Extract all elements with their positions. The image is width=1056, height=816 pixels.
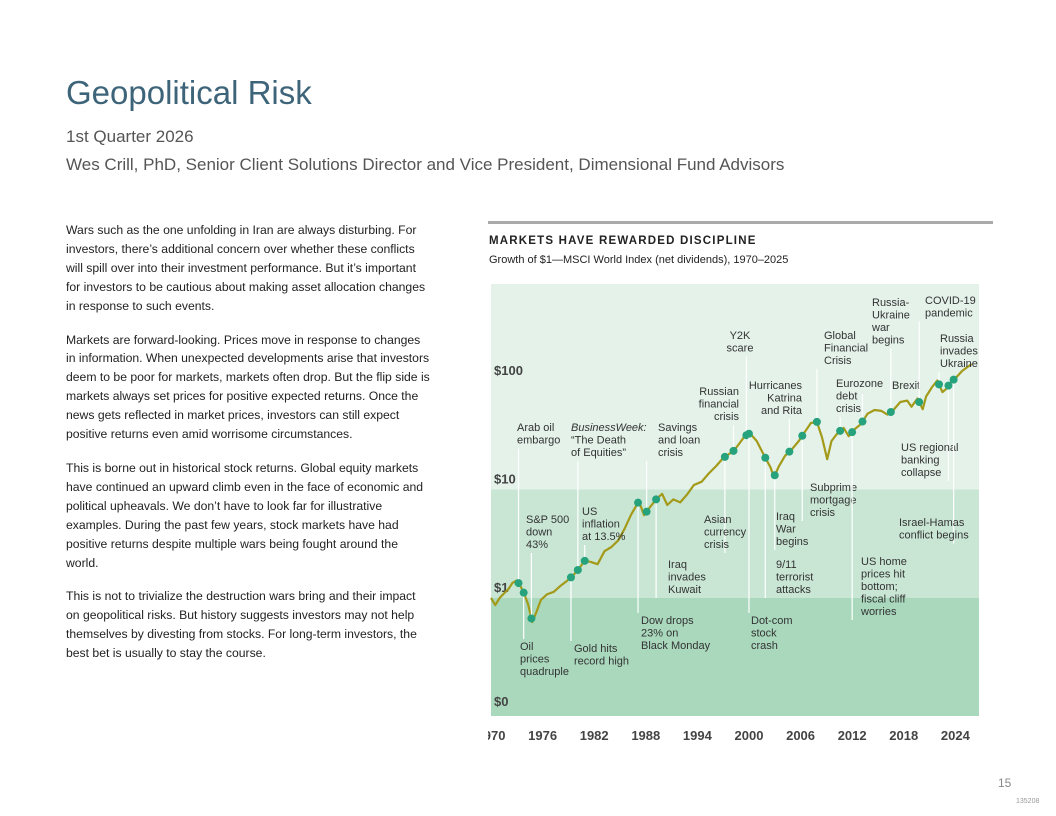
author-line: Wes Crill, PhD, Senior Client Solutions … [66,155,785,174]
event-label: Dot-com stock crash [751,615,793,652]
page-subtitle: 1st Quarter 2026 [66,127,194,146]
event-marker [761,453,770,462]
chart-band-top [491,284,979,381]
document-code: 135208 [1016,798,1040,805]
x-tick-label: 1970 [488,728,505,743]
event-marker [573,565,582,574]
event-label: Global Financial Crisis [824,330,868,367]
event-label: Russia-Ukraine war begins [871,297,910,347]
event-label: S&P 500 down 43% [526,514,569,551]
event-label: Iraq War begins [776,511,809,548]
event-marker [812,417,821,426]
event-marker [527,614,536,623]
paragraph: Markets are forward-looking. Prices move… [66,332,430,442]
event-marker [886,407,895,416]
x-tick-label: 2000 [735,728,764,743]
x-tick-label: 1982 [580,728,609,743]
event-label: Asian currency crisis [704,514,747,551]
event-marker [634,498,643,507]
event-marker [519,588,528,597]
event-label: BusinessWeek: “The Death of Equities” [571,422,647,459]
paragraph: This is borne out in historical stock re… [66,460,424,570]
event-label: COVID-19 pandemic [925,295,976,320]
chart-band-0-1 [491,598,979,716]
event-label: Russian financial crisis [699,386,740,423]
event-label: Y2K scare [727,330,754,355]
event-label: Hurricanes Katrina and Rita [749,380,803,417]
event-label: US regional banking collapse [901,442,958,479]
x-tick-label: 2006 [786,728,815,743]
growth-chart: $0 $1 $10 $100 1970 1976 1982 1988 1994 2000 2006 2… [488,284,979,743]
event-marker [848,428,857,437]
event-marker [580,556,589,565]
paragraph: This is not to trivialize the destructio… [66,589,417,661]
chart-band-10-100 [491,381,979,490]
y-tick-label: $100 [494,363,523,378]
event-label: Russia invades Ukraine [940,333,978,370]
y-tick-label: $0 [494,694,508,709]
event-marker [720,452,729,461]
paragraph: Wars such as the one unfolding in Iran a… [66,223,426,313]
event-marker [785,447,794,456]
chart-title: MARKETS HAVE REWARDED DISCIPLINE [489,235,757,247]
x-tick-label: 1988 [631,728,660,743]
x-tick-label: 1976 [528,728,557,743]
event-label: Gold hits record high [574,643,629,668]
event-label: US home prices hit bottom; fiscal cliff worr… [860,556,907,618]
event-label: Subprime mortgage crisis [810,482,857,519]
x-tick-label: 2012 [838,728,867,743]
event-marker [858,417,867,426]
event-marker [770,471,779,480]
event-marker [798,431,807,440]
event-marker [935,380,944,389]
event-marker [944,381,953,390]
event-marker [836,426,845,435]
x-tick-label: 1994 [683,728,713,743]
event-marker [514,579,523,588]
page-number: 15 [998,776,1012,790]
event-label: Israel-Hamas conflict begins [899,517,969,542]
event-marker [566,573,575,582]
chart-subtitle: Growth of $1—MSCI World Index (net divid… [489,254,789,266]
event-marker [915,398,924,407]
event-label: Brexit [892,380,920,392]
event-label: Iraq invades Kuwait [668,559,706,596]
x-tick-label: 2024 [941,728,971,743]
x-tick-label: 2018 [889,728,918,743]
y-tick-label: $1 [494,580,508,595]
event-marker [949,375,958,384]
chart-top-rule [488,221,993,224]
event-marker [729,446,738,455]
event-label: US inflation at 13.5% [582,506,626,543]
event-label: Dow drops 23% on Black Monday [641,615,711,652]
event-label: Arab oil embargo [517,422,560,447]
event-marker [652,495,661,504]
event-label: Oil prices quadruple [520,641,569,678]
body-text: Wars such as the one unfolding in Iran a… [66,221,430,678]
event-marker [744,429,753,438]
event-label: Savings and loan crisis [658,422,700,459]
event-label: Eurozone debt crisis [836,378,883,415]
y-tick-label: $10 [494,472,516,487]
event-label: 9/11 terrorist attacks [776,559,813,596]
event-marker [642,507,651,516]
page-title: Geopolitical Risk [66,74,312,111]
